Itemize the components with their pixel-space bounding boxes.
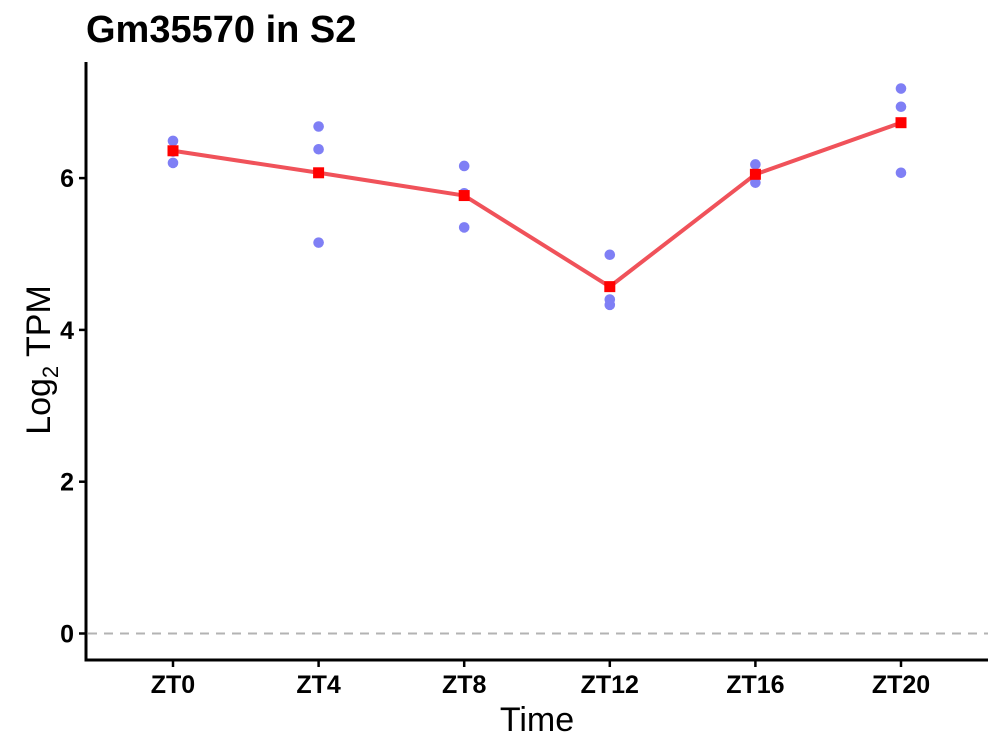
replicate-point	[750, 177, 761, 188]
replicate-point	[895, 83, 907, 94]
mean-marker	[895, 117, 907, 129]
chart-title: Gm35570 in S2	[86, 9, 356, 51]
replicate-point	[167, 135, 179, 147]
replicate-point	[313, 143, 324, 155]
mean-marker	[313, 167, 325, 179]
mean-marker	[604, 281, 616, 293]
replicate-point	[313, 237, 324, 248]
x-axis-title: Time	[500, 701, 574, 739]
x-tick-label: ZT4	[296, 671, 341, 699]
x-tick-label: ZT12	[581, 671, 639, 699]
y-axis-title-main: Log	[20, 378, 58, 435]
y-axis-title-suffix: TPM	[20, 285, 58, 366]
replicate-point	[604, 249, 616, 261]
replicate-point	[458, 222, 470, 233]
replicate-point	[458, 160, 470, 172]
axes: 0 2 4 6 ZT0 ZT4 ZT8 ZT12 ZT16 ZT20	[60, 62, 988, 699]
y-tick-label: 0	[60, 621, 74, 649]
plot-area	[88, 83, 988, 635]
x-tick-label: ZT20	[872, 671, 930, 699]
y-axis-title-subscript: 2	[38, 366, 63, 378]
y-axis-title: Log2 TPM	[20, 285, 63, 435]
x-tick-label: ZT8	[442, 671, 487, 699]
mean-marker	[749, 168, 761, 180]
replicate-point	[895, 101, 907, 113]
x-tick-label: ZT16	[726, 671, 784, 699]
replicate-point	[895, 167, 907, 179]
replicate-point	[604, 299, 616, 311]
y-tick-label: 2	[60, 469, 74, 497]
y-tick-label: 6	[60, 165, 74, 193]
replicate-point	[167, 157, 179, 169]
mean-marker	[167, 145, 179, 157]
mean-marker	[458, 190, 470, 202]
replicate-point	[313, 121, 324, 132]
replicate-point	[750, 159, 761, 170]
mean-line	[171, 120, 903, 289]
y-tick-label: 4	[60, 317, 74, 345]
x-tick-label: ZT0	[151, 671, 195, 699]
